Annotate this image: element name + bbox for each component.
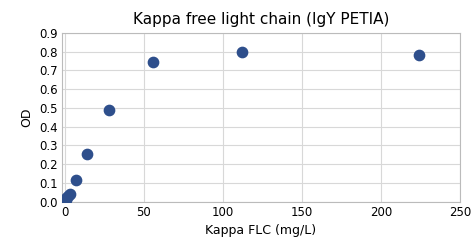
Point (83, 152, 91, 156)
Y-axis label: OD: OD (20, 107, 33, 127)
Point (72, 178, 80, 182)
Point (63, 196, 70, 200)
Point (62, 198, 69, 202)
Point (64, 194, 72, 198)
Point (66, 192, 74, 196)
Point (415, 53, 422, 57)
X-axis label: Kappa FLC (mg/L): Kappa FLC (mg/L) (205, 224, 316, 237)
Point (149, 60, 157, 64)
Title: Kappa free light chain (IgY PETIA): Kappa free light chain (IgY PETIA) (133, 12, 389, 27)
Point (105, 108, 113, 112)
Point (238, 49, 246, 53)
